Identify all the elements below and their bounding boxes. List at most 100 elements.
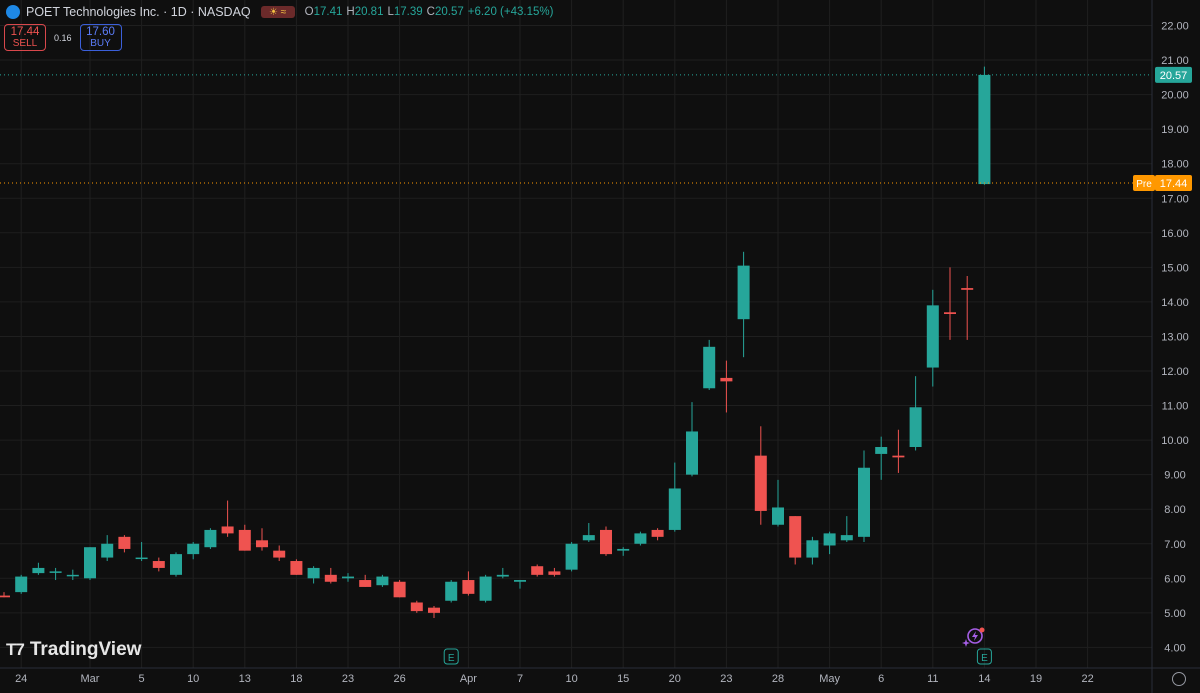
- ohlc-value: 17.39: [393, 6, 423, 18]
- x-tick-label: 20: [669, 673, 681, 685]
- y-tick-label: 20.00: [1161, 90, 1189, 102]
- candle-body: [204, 529, 217, 548]
- candle-body: [617, 548, 630, 551]
- candle: [892, 429, 905, 473]
- candle: [496, 567, 509, 579]
- settings-icon[interactable]: [1172, 672, 1186, 686]
- candle: [221, 500, 234, 537]
- ohlc-item: L17.39: [387, 6, 422, 18]
- ohlc-item: +6.20 (+43.15%): [468, 6, 554, 18]
- candle-body: [462, 580, 475, 594]
- candle-body: [428, 607, 440, 613]
- candle-body: [170, 554, 182, 575]
- x-tick-label: Apr: [460, 673, 477, 685]
- market-status-icon[interactable]: ☀ ≈: [260, 6, 295, 18]
- sell-price: 17.44: [10, 25, 40, 38]
- y-tick-label: 22.00: [1161, 21, 1189, 33]
- y-tick-label: 17.00: [1161, 193, 1189, 205]
- x-tick-label: 15: [617, 673, 629, 685]
- price-tags: 20.57 Pre 17.44: [1133, 66, 1192, 192]
- symbol-header: POET Technologies Inc. · 1D · NASDAQ ☀ ≈…: [6, 4, 553, 20]
- candle: [737, 251, 750, 358]
- candle: [101, 535, 114, 562]
- x-tick-label: 26: [393, 673, 405, 685]
- ohlc-value: 20.57: [434, 6, 464, 18]
- sparkle-lightning-icon[interactable]: [962, 627, 985, 648]
- candle: [324, 567, 337, 584]
- candle: [152, 557, 165, 572]
- candle: [410, 600, 423, 613]
- candle-body: [187, 543, 200, 555]
- ohlc-key: H: [346, 6, 355, 18]
- candle-body: [582, 535, 595, 541]
- candle: [789, 516, 802, 565]
- candle: [135, 542, 148, 562]
- y-tick-label: 8.00: [1164, 504, 1185, 516]
- candle-body: [909, 407, 922, 448]
- candle: [376, 574, 389, 587]
- candle-body: [668, 488, 681, 530]
- candle: [0, 592, 10, 598]
- ohlc-values: O17.41 H20.81 L17.39 C20.57 +6.20 (+43.15%): [305, 6, 554, 18]
- candle-body: [926, 305, 939, 368]
- ohlc-value: 17.41: [313, 6, 343, 18]
- candle: [462, 571, 475, 596]
- candle: [978, 66, 991, 185]
- x-tick-label: 10: [187, 673, 199, 685]
- x-tick-label: 11: [927, 673, 938, 685]
- ohlc-value: +6.20 (+43.15%): [467, 6, 554, 18]
- candle: [634, 531, 647, 546]
- ohlc-item: H20.81: [346, 6, 383, 18]
- candle: [686, 402, 698, 477]
- candle-body: [496, 574, 509, 577]
- company-logo-icon: [6, 5, 20, 19]
- time-axis[interactable]: 24 Mar 5 10 13 18 23 26 Apr 7 10 15 20 23 28 May 6 11 14 19…: [15, 673, 1094, 685]
- candle-body: [651, 529, 664, 537]
- y-tick-label: 4.00: [1164, 642, 1185, 654]
- y-tick-label: 18.00: [1161, 159, 1189, 171]
- ohlc-key: C: [426, 6, 435, 18]
- candle: [307, 566, 320, 584]
- candle-body: [290, 561, 303, 575]
- candle-body: [875, 447, 888, 454]
- ohlc-key: O: [304, 6, 314, 18]
- earnings-icon: [976, 648, 992, 665]
- y-tick-label: 19.00: [1161, 124, 1189, 136]
- symbol-title[interactable]: POET Technologies Inc. · 1D · NASDAQ: [26, 5, 251, 19]
- candle-body: [686, 431, 698, 475]
- sell-button[interactable]: 17.44 SELL: [4, 24, 46, 51]
- candle-body: [978, 74, 991, 185]
- premarket-tag-label: Pre: [1136, 179, 1152, 190]
- ohlc-key: L: [387, 6, 394, 18]
- y-tick-label: 16.00: [1161, 228, 1189, 240]
- y-tick-label: 21.00: [1161, 55, 1189, 67]
- candle-body: [944, 312, 956, 314]
- candle-body: [135, 557, 148, 560]
- candle-body: [221, 526, 234, 534]
- y-tick-label: 5.00: [1164, 608, 1185, 620]
- premarket-price-label: 17.44: [1160, 178, 1188, 190]
- candle: [926, 289, 939, 387]
- candle-body: [359, 580, 372, 587]
- candle-body: [118, 536, 131, 549]
- x-tick-label: 24: [15, 673, 27, 685]
- candle-body: [789, 516, 802, 558]
- candle: [617, 547, 630, 556]
- candle: [428, 605, 440, 619]
- tradingview-logo[interactable]: T7 TradingView: [6, 639, 141, 661]
- buy-button[interactable]: 17.60 BUY: [79, 24, 122, 51]
- candle-body: [858, 467, 870, 537]
- x-tick-label: 23: [720, 673, 732, 685]
- candle: [49, 567, 62, 581]
- y-tick-label: 11.00: [1162, 401, 1189, 413]
- candle-body: [806, 540, 819, 558]
- candle-body: [892, 455, 905, 458]
- candle-body: [531, 566, 544, 575]
- candle-body: [479, 576, 492, 601]
- candle: [84, 547, 96, 581]
- price-axis[interactable]: 4.00 5.00 6.00 7.00 8.00 9.00 10.00 11.00 12.00 1…: [1161, 21, 1189, 655]
- candle-body: [600, 529, 612, 555]
- candle: [840, 516, 853, 543]
